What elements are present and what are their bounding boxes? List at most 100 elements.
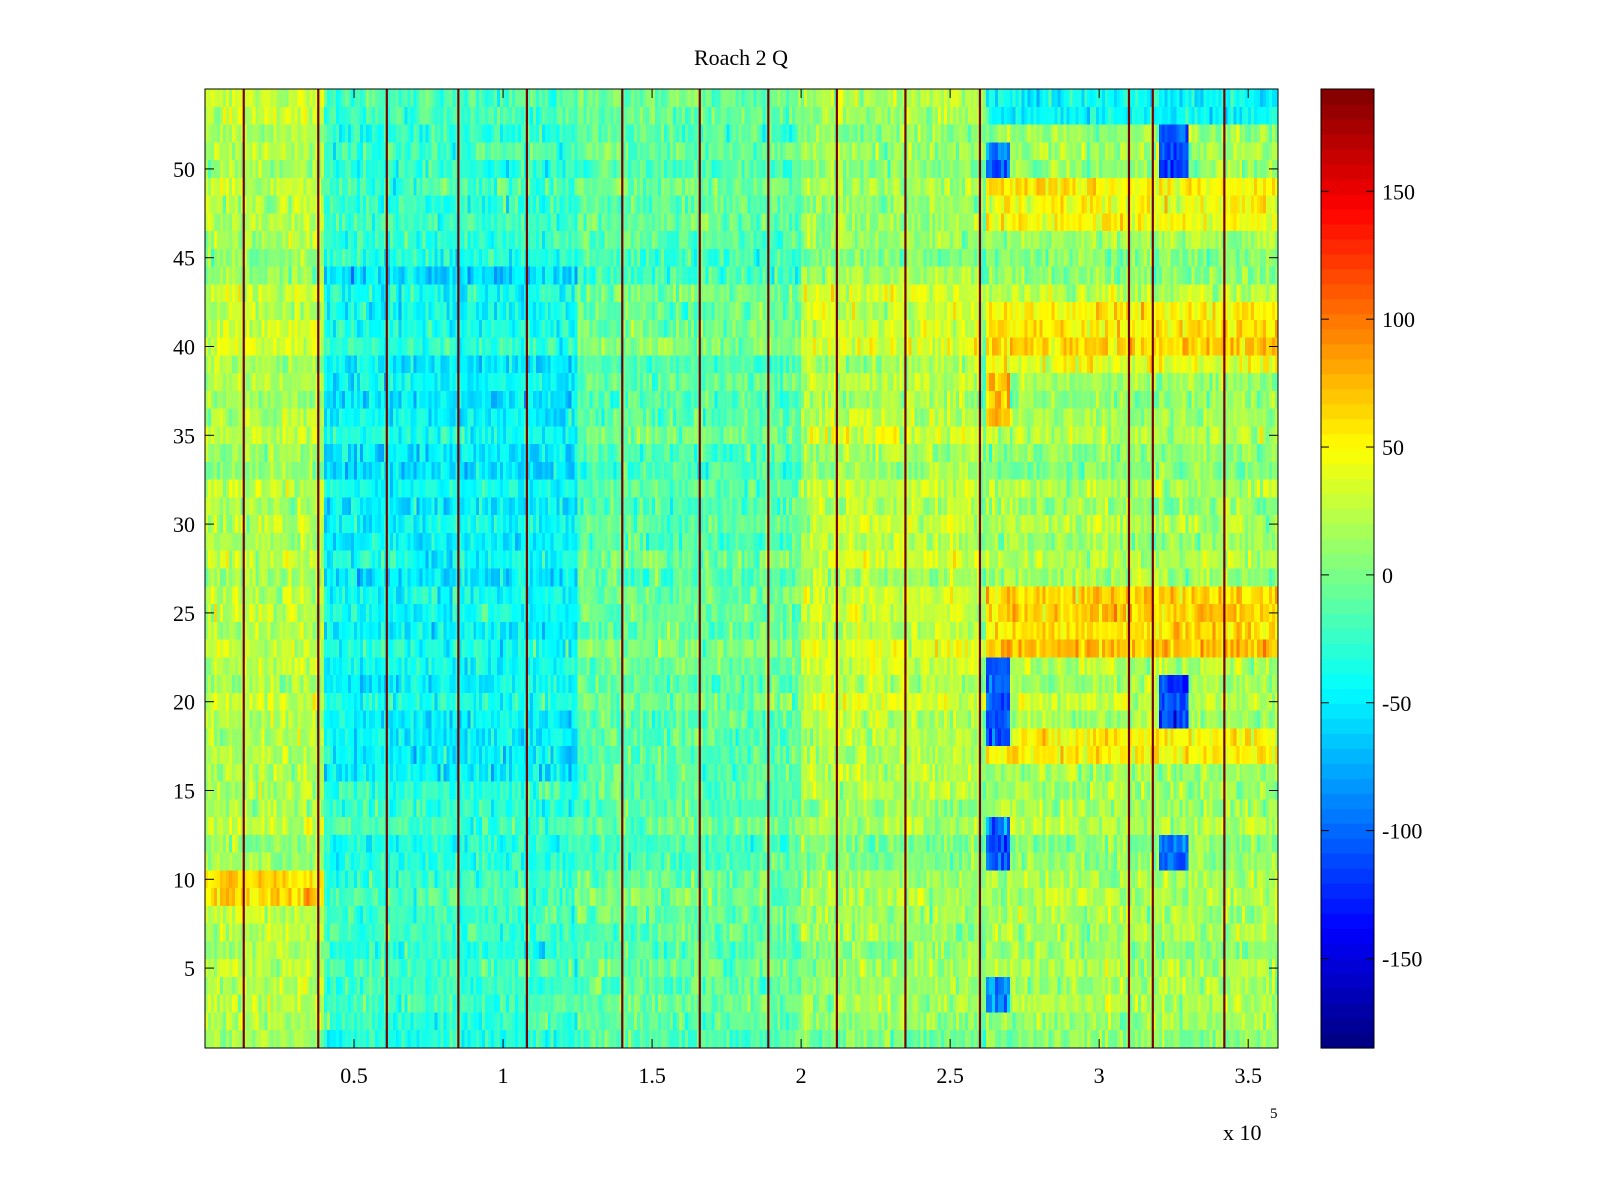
heatmap-cells [205,89,1278,1048]
colorbar-segment [1321,238,1374,255]
colorbar-segment [1321,478,1374,495]
y-tick-label: 45 [173,246,195,271]
plot-frame [204,88,1279,1049]
colorbar-segment [1321,763,1374,779]
colorbar-segment [1321,958,1374,974]
colorbar-axis: 150 100 50 0 -50 -100 -150 [1321,179,1422,971]
colorbar-segment [1321,313,1374,330]
colorbar-segment [1321,658,1374,674]
colorbar-segment [1321,403,1374,420]
colorbar-segment [1321,418,1374,435]
colorbar-segment [1321,283,1374,300]
colorbar [1321,89,1374,1049]
colorbar-segment [1321,208,1374,225]
colorbar-segment [1321,973,1374,989]
y-tick-label: 35 [173,423,195,448]
y-tick-label: 30 [173,512,195,537]
colorbar-segment [1321,358,1374,375]
colorbar-segment [1321,1033,1374,1049]
colorbar-segment [1321,89,1374,105]
colorbar-segment [1321,718,1374,734]
y-tick-label: 15 [173,778,195,803]
colorbar-segment [1321,388,1374,405]
colorbar-segment [1321,928,1374,944]
x-tick-label: 1 [498,1063,509,1088]
colorbar-segment [1321,493,1374,510]
colorbar-segment [1321,103,1374,120]
colorbar-segment [1321,943,1374,959]
colorbar-segment [1321,298,1374,315]
colorbar-segment [1321,523,1374,540]
colorbar-segment [1321,823,1374,839]
x-tick-label: 0.5 [340,1063,368,1088]
colorbar-segment [1321,118,1374,135]
x-tick-label: 3 [1094,1063,1105,1088]
colorbar-segment [1321,133,1374,150]
colorbar-segment [1321,328,1374,345]
colorbar-tick-label: 50 [1382,435,1404,460]
colorbar-segment [1321,1018,1374,1034]
colorbar-segment [1321,898,1374,914]
x-tick-label: 3.5 [1234,1063,1262,1088]
x-exponent-base: x 10 [1223,1120,1262,1145]
colorbar-segment [1321,688,1374,704]
y-tick-label: 40 [173,335,195,360]
colorbar-tick-label: -150 [1382,946,1422,971]
colorbar-segment [1321,538,1374,555]
heatmap-area [205,89,1278,1048]
colorbar-segment [1321,838,1374,854]
colorbar-segment [1321,223,1374,240]
colorbar-tick-label: 100 [1382,307,1415,332]
colorbar-segment [1321,343,1374,360]
chart-title: Roach 2 Q [694,45,788,70]
colorbar-segment [1321,568,1374,585]
colorbar-tick-label: 0 [1382,563,1393,588]
colorbar-segment [1321,778,1374,794]
colorbar-segment [1321,748,1374,764]
x-axis-exponent: x 10 5 [1223,1106,1278,1145]
x-tick-label: 2 [796,1063,807,1088]
colorbar-segment [1321,268,1374,285]
colorbar-segment [1321,703,1374,719]
colorbar-segment [1321,613,1374,630]
x-tick-label: 2.5 [936,1063,964,1088]
y-tick-label: 10 [173,867,195,892]
colorbar-segment [1321,1003,1374,1019]
colorbar-segment [1321,508,1374,525]
colorbar-segment [1321,448,1374,465]
colorbar-segment [1321,643,1374,660]
colorbar-segment [1321,598,1374,615]
colorbar-segment [1321,553,1374,570]
y-tick-label: 25 [173,601,195,626]
colorbar-segment [1321,868,1374,884]
colorbar-segment [1321,988,1374,1004]
colorbar-segment [1321,793,1374,809]
y-tick-label: 50 [173,157,195,182]
colorbar-segment [1321,733,1374,749]
colorbar-segment [1321,673,1374,689]
colorbar-segment [1321,253,1374,270]
colorbar-segment [1321,628,1374,645]
colorbar-segment [1321,433,1374,450]
colorbar-segment [1321,163,1374,180]
colorbar-segment [1321,193,1374,210]
vertical-lines [242,89,1226,1048]
colorbar-tick-label: -50 [1382,691,1411,716]
y-tick-label: 5 [184,956,195,981]
colorbar-segment [1321,148,1374,165]
x-exponent-power: 5 [1270,1106,1278,1122]
colorbar-segment [1321,583,1374,600]
colorbar-segment [1321,463,1374,480]
x-tick-label: 1.5 [638,1063,666,1088]
y-axis: 5 10 15 20 25 30 35 40 45 50 [173,157,1278,981]
colorbar-tick-label: 150 [1382,179,1415,204]
colorbar-segment [1321,178,1374,195]
colorbar-segment [1321,853,1374,869]
x-axis: 0.5 1 1.5 2 2.5 3 3.5 [340,89,1262,1088]
colorbar-tick-label: -100 [1382,819,1422,844]
y-tick-label: 20 [173,690,195,715]
colorbar-segment [1321,808,1374,824]
colorbar-segment [1321,913,1374,929]
colorbar-segment [1321,373,1374,390]
